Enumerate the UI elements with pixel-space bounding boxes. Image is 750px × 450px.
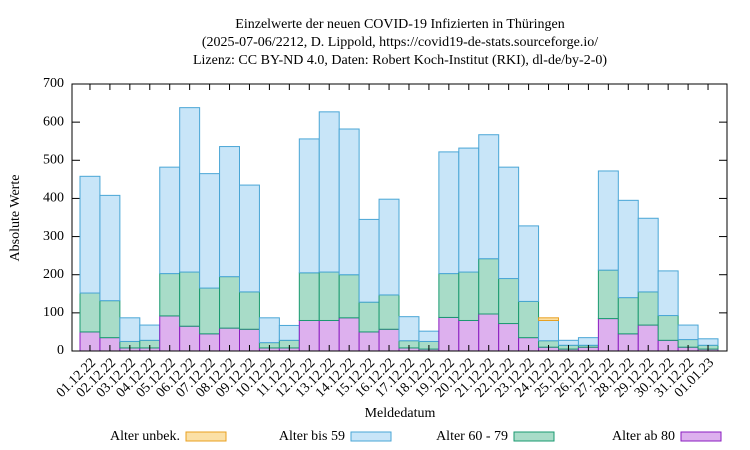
bar-segment <box>179 107 201 273</box>
bar-segment <box>657 270 679 317</box>
bar-segment <box>338 274 360 319</box>
bar-segment <box>338 128 360 276</box>
bar-segment <box>597 170 619 271</box>
bar-segment <box>159 166 181 275</box>
chart-subtitle: (2025-07-06/2212, D. Lippold, https://co… <box>202 35 598 50</box>
bar-segment <box>278 324 300 341</box>
y-tick-label: 600 <box>43 114 64 129</box>
bar-segment <box>199 287 221 335</box>
bar-segment <box>79 175 101 294</box>
bar-segment <box>617 199 639 299</box>
legend-label: Alter unbek. <box>110 429 180 444</box>
y-tick-label: 200 <box>43 267 64 282</box>
bar-segment <box>358 301 380 333</box>
bar-segment <box>99 300 121 339</box>
legend-swatch <box>350 431 392 442</box>
bar-segment <box>378 198 400 296</box>
bar-segment <box>498 166 520 280</box>
plot-frame <box>71 83 728 352</box>
bar-segment <box>518 225 540 302</box>
bar-segment <box>697 338 719 346</box>
bar-segment <box>378 294 400 330</box>
legend-swatch <box>513 431 555 442</box>
y-tick-label: 300 <box>43 229 64 244</box>
bar-segment <box>298 138 320 274</box>
legend-label: Alter 60 - 79 <box>436 429 508 444</box>
bar-segment <box>478 134 500 260</box>
bar-segment <box>219 276 240 329</box>
bar-segment <box>637 217 659 293</box>
y-axis-label: Absolute Werte <box>8 175 23 262</box>
bar-segment <box>418 330 440 342</box>
bar-segment <box>597 269 619 320</box>
bar-segment <box>657 315 679 341</box>
bar-segment <box>298 272 320 321</box>
y-tick-label: 100 <box>43 305 64 320</box>
bar-segment <box>239 291 260 330</box>
bar-segment <box>79 292 101 333</box>
bar-segment <box>677 324 699 341</box>
y-tick-label: 0 <box>57 343 64 358</box>
bar-segment <box>239 184 260 293</box>
bar-segment <box>438 151 460 275</box>
legend-label: Alter ab 80 <box>612 429 675 444</box>
bar-segment <box>318 271 340 321</box>
bar-segment <box>518 300 540 339</box>
bar-segment <box>358 218 380 303</box>
bar-segment <box>458 147 480 273</box>
bar-segment <box>258 317 280 344</box>
bar-segment <box>159 273 181 317</box>
bar-segment <box>577 337 599 346</box>
bar-segment <box>219 146 240 278</box>
bar-segment <box>139 324 161 341</box>
chart-subtitle: Lizenz: CC BY-ND 4.0, Daten: Robert Koch… <box>193 53 607 68</box>
bar-segment <box>318 111 340 273</box>
y-tick-label: 500 <box>43 153 64 168</box>
bar-segment <box>458 271 480 321</box>
bar-segment <box>199 173 221 289</box>
bar-segment <box>637 291 659 326</box>
bar-segment <box>398 316 420 342</box>
bar-segment <box>498 278 520 325</box>
legend-swatch <box>185 431 227 442</box>
legend-label: Alter bis 59 <box>279 429 345 444</box>
bar-segment <box>617 297 639 335</box>
bar-segment <box>179 271 201 327</box>
bar-segment <box>119 317 141 342</box>
bar-segment <box>538 317 559 321</box>
legend-swatch <box>680 431 722 442</box>
y-tick-label: 400 <box>43 191 64 206</box>
x-axis-label: Meldedatum <box>365 406 436 421</box>
bar-segment <box>558 339 579 346</box>
y-tick-label: 700 <box>43 76 64 91</box>
bar-segment <box>99 194 121 302</box>
bar-segment <box>438 273 460 318</box>
bar-segment <box>538 319 559 342</box>
chart-title: Einzelwerte der neuen COVID-19 Infiziert… <box>235 17 564 32</box>
bar-segment <box>478 258 500 315</box>
